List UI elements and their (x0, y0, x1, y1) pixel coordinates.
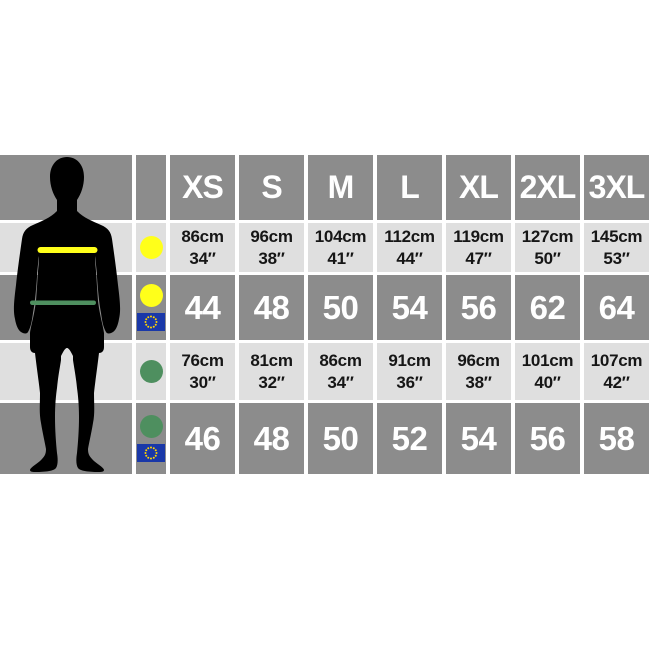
size-header-s: S (239, 155, 304, 220)
chest-cm-cell: 127cm 50″ (515, 223, 580, 272)
size-header-m: M (308, 155, 373, 220)
chest-eu-cell: 48 (239, 275, 304, 340)
figure-background-band (0, 343, 132, 400)
figure-background-band (0, 155, 132, 220)
waist-eu-cell: 50 (308, 403, 373, 474)
figure-background-band (0, 403, 132, 474)
chest-eu-cell: 50 (308, 275, 373, 340)
figure-background-band (0, 275, 132, 340)
eu-flag-icon (137, 444, 165, 462)
waist-cm-cell: 86cm 34″ (308, 343, 373, 400)
chest-marker-icon (139, 284, 163, 307)
chest-cm-cell: 119cm 47″ (446, 223, 511, 272)
chest-marker-icon (139, 236, 163, 259)
chest-cm-cell: 96cm 38″ (239, 223, 304, 272)
waist-eu-cell: 48 (239, 403, 304, 474)
chest-marker-cell (136, 223, 166, 272)
marker-column-header-cell (136, 155, 166, 220)
size-header-3xl: 3XL (584, 155, 649, 220)
waist-cm-cell: 96cm 38″ (446, 343, 511, 400)
chest-eu-cell: 44 (170, 275, 235, 340)
size-header-2xl: 2XL (515, 155, 580, 220)
waist-cm-cell: 81cm 32″ (239, 343, 304, 400)
chest-cm-cell: 86cm 34″ (170, 223, 235, 272)
waist-eu-cell: 52 (377, 403, 442, 474)
chest-cm-cell: 104cm 41″ (308, 223, 373, 272)
size-header-xs: XS (170, 155, 235, 220)
waist-eu-cell: 46 (170, 403, 235, 474)
waist-marker-cell (136, 343, 166, 400)
waist-marker-icon (139, 415, 163, 438)
chest-eu-cell: 62 (515, 275, 580, 340)
chest-eu-cell: 64 (584, 275, 649, 340)
size-header-l: L (377, 155, 442, 220)
waist-eu-cell: 58 (584, 403, 649, 474)
waist-eu-marker-cell (136, 403, 166, 474)
chest-eu-cell: 54 (377, 275, 442, 340)
chest-cm-cell: 112cm 44″ (377, 223, 442, 272)
chest-eu-cell: 56 (446, 275, 511, 340)
size-header-xl: XL (446, 155, 511, 220)
chest-eu-marker-cell (136, 275, 166, 340)
size-chart-table: XS S M L XL 2XL 3XL 86cm 34″ 96cm 38″ 104c… (0, 155, 649, 474)
eu-flag-icon (137, 313, 165, 331)
chest-cm-cell: 145cm 53″ (584, 223, 649, 272)
waist-cm-cell: 91cm 36″ (377, 343, 442, 400)
waist-eu-cell: 54 (446, 403, 511, 474)
waist-marker-icon (139, 360, 163, 383)
figure-background-band (0, 223, 132, 272)
waist-eu-cell: 56 (515, 403, 580, 474)
waist-cm-cell: 76cm 30″ (170, 343, 235, 400)
waist-cm-cell: 101cm 40″ (515, 343, 580, 400)
waist-cm-cell: 107cm 42″ (584, 343, 649, 400)
